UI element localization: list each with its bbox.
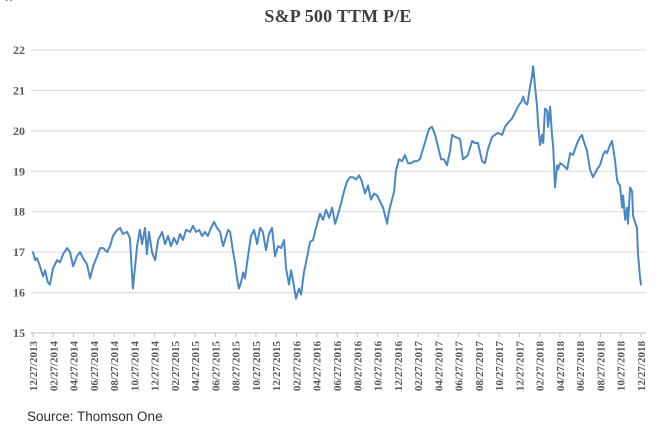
x-tick-label: 12/27/2014 bbox=[150, 341, 162, 392]
y-tick-label: 20 bbox=[13, 124, 25, 138]
x-tick-label: 12/27/2015 bbox=[271, 341, 283, 392]
x-tick-label: 06/27/2014 bbox=[89, 341, 101, 392]
y-tick-label: 17 bbox=[13, 245, 25, 259]
x-tick-label: 02/27/2015 bbox=[170, 341, 182, 392]
x-tick-label: 04/27/2014 bbox=[69, 341, 81, 392]
x-tick-label: 02/27/2017 bbox=[413, 341, 425, 392]
x-tick-label: 08/27/2017 bbox=[474, 341, 486, 392]
x-tick-label: 08/27/2014 bbox=[109, 341, 121, 392]
x-tick-label: 06/27/2016 bbox=[332, 341, 344, 392]
y-tick-label: 22 bbox=[13, 43, 25, 57]
x-tick-label: 10/27/2016 bbox=[373, 341, 385, 392]
pe-ratio-series-line bbox=[32, 65, 642, 300]
x-tick-label: 04/27/2018 bbox=[555, 341, 567, 392]
x-tick-label: 02/27/2018 bbox=[535, 341, 547, 392]
y-tick-label: 18 bbox=[13, 205, 25, 219]
x-tick-label: 04/27/2016 bbox=[312, 341, 324, 392]
y-tick-label: 15 bbox=[13, 326, 25, 340]
x-tick-label: 08/27/2016 bbox=[352, 341, 364, 392]
x-tick-label: 06/27/2018 bbox=[575, 341, 587, 392]
x-tick-label: 06/27/2017 bbox=[454, 341, 466, 392]
x-tick-label: 10/27/2014 bbox=[129, 341, 141, 392]
x-tick-label: 10/27/2018 bbox=[616, 341, 628, 392]
x-tick-label: 12/27/2013 bbox=[28, 341, 40, 392]
x-tick-label: 12/27/2018 bbox=[636, 341, 648, 392]
x-tick-label: 02/27/2014 bbox=[48, 341, 60, 392]
x-tick-label: 08/27/2015 bbox=[231, 341, 243, 392]
y-tick-label: 16 bbox=[13, 286, 25, 300]
x-tick-label: 12/27/2017 bbox=[514, 341, 526, 392]
x-tick-label: 08/27/2018 bbox=[595, 341, 607, 392]
cropped-text-artifact: ” bbox=[5, 0, 15, 13]
x-tick-label: 06/27/2015 bbox=[210, 341, 222, 392]
x-tick-label: 10/27/2015 bbox=[251, 341, 263, 392]
x-tick-label: 02/27/2016 bbox=[291, 341, 303, 392]
source-label: Source: Thomson One bbox=[27, 409, 163, 424]
x-tick-label: 04/27/2017 bbox=[433, 341, 445, 392]
x-tick-label: 12/27/2016 bbox=[393, 341, 405, 392]
y-tick-label: 21 bbox=[13, 83, 25, 97]
y-tick-label: 19 bbox=[13, 164, 25, 178]
x-tick-label: 10/27/2017 bbox=[494, 341, 506, 392]
chart-title: S&P 500 TTM P/E bbox=[264, 6, 412, 26]
x-tick-label: 04/27/2015 bbox=[190, 341, 202, 392]
